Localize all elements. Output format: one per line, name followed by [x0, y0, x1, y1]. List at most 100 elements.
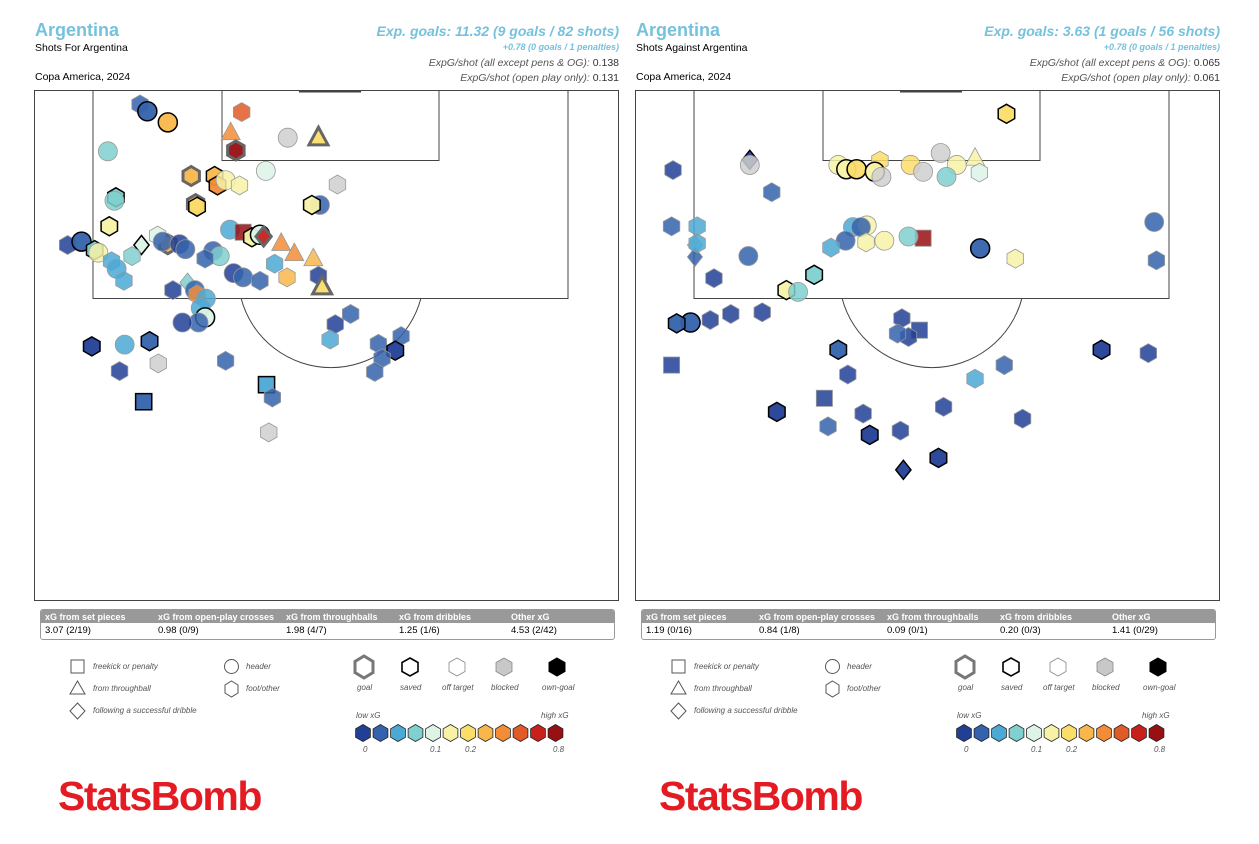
- shot-marker: [175, 239, 196, 260]
- scale-high-label: high xG: [1142, 711, 1170, 720]
- legend-label: off target: [442, 683, 474, 692]
- scale-swatch: [991, 724, 1007, 742]
- shot-marker: [152, 231, 173, 252]
- table-header: xG from set pieces: [646, 612, 727, 622]
- shot-marker: [739, 155, 760, 175]
- legend-label: foot/other: [847, 684, 881, 693]
- shot-marker: [936, 166, 957, 187]
- shot-marker: [115, 270, 133, 291]
- panel-subtitle: Shots Against Argentina: [636, 42, 748, 54]
- shot-marker: [822, 237, 840, 258]
- shot-marker: [278, 267, 296, 288]
- legend-label: blocked: [491, 683, 519, 692]
- own-goal-outcome-icon: [548, 657, 566, 677]
- scale-tick: 0: [964, 745, 969, 754]
- xg-breakdown-table: xG from set pieces xG from open-play cro…: [641, 609, 1216, 640]
- shot-marker: [662, 216, 681, 237]
- xg-breakdown-values: 1.19 (0/16) 0.84 (1/8) 0.09 (0/1) 0.20 (…: [642, 623, 1215, 638]
- shot-marker: [104, 190, 125, 211]
- shot-marker: [226, 139, 246, 162]
- triangle-icon: [69, 679, 86, 695]
- shot-marker: [767, 401, 786, 423]
- statsbomb-logo: StatsBomb: [58, 773, 262, 819]
- scale-swatch: [1078, 724, 1095, 742]
- shot-map-pitch: [34, 90, 619, 601]
- shot-marker: [1139, 343, 1157, 364]
- off-target-outcome-icon: [448, 657, 466, 677]
- scale-swatch: [460, 724, 476, 742]
- scale-swatch: [1113, 724, 1130, 742]
- xg-breakdown-header: xG from set pieces xG from open-play cro…: [41, 610, 614, 623]
- shot-marker: [854, 403, 872, 424]
- table-header: xG from set pieces: [45, 612, 126, 622]
- scale-low-label: low xG: [356, 711, 381, 720]
- legend-label: from throughball: [93, 684, 151, 693]
- legend-label: freekick or penalty: [93, 662, 158, 671]
- team-name: Argentina: [636, 20, 721, 40]
- shot-marker: [888, 323, 907, 344]
- scale-swatch: [390, 724, 406, 742]
- shot-marker: [196, 248, 214, 269]
- scale-swatch: [547, 724, 564, 742]
- table-cell: 1.41 (0/29): [1112, 625, 1158, 636]
- shot-marker: [894, 459, 912, 481]
- shot-marker: [891, 420, 910, 441]
- saved-outcome-icon: [401, 657, 419, 677]
- shot-marker: [688, 233, 706, 254]
- shot-marker: [846, 158, 867, 180]
- table-header: xG from open-play crosses: [759, 612, 876, 622]
- blocked-outcome-icon: [495, 657, 513, 677]
- goal-outcome-icon: [353, 654, 375, 680]
- scale-tick: 0: [363, 745, 368, 754]
- legend-graphics: [69, 654, 566, 742]
- shot-marker: [230, 175, 249, 196]
- scale-swatch: [512, 724, 529, 742]
- shot-marker: [232, 102, 251, 123]
- shot-marker: [220, 121, 241, 141]
- shot-marker: [1013, 408, 1032, 429]
- scale-swatch: [425, 724, 441, 742]
- shot-marker: [874, 230, 895, 251]
- shot-marker: [1147, 250, 1165, 271]
- shot-marker: [705, 268, 723, 289]
- legend-label: saved: [1001, 683, 1023, 692]
- xg-breakdown-table: xG from set pieces xG from open-play cro…: [40, 609, 615, 640]
- shot-marker: [995, 355, 1013, 376]
- scale-swatch: [973, 724, 990, 742]
- shot-marker: [188, 196, 207, 218]
- shot-marker: [857, 232, 875, 253]
- xg-per-shot-all: ExpG/shot (all except pens & OG): 0.138: [428, 57, 619, 69]
- legend-label: header: [847, 662, 872, 671]
- legend-label: own-goal: [1143, 683, 1176, 692]
- shot-marker: [997, 103, 1016, 125]
- triangle-icon: [670, 679, 687, 695]
- shot-marker: [839, 364, 857, 385]
- legend-label: saved: [400, 683, 422, 692]
- shot-marker: [763, 182, 781, 203]
- shot-marker: [302, 194, 321, 216]
- legend-label: from throughball: [694, 684, 752, 693]
- shots-against-panel: Argentina Shots Against Argentina Copa A…: [635, 0, 1235, 844]
- shot-marker: [134, 392, 153, 411]
- shot-marker: [966, 368, 984, 389]
- legend-label: foot/other: [246, 684, 280, 693]
- table-header: xG from throughballs: [286, 612, 378, 622]
- shot-marker: [310, 273, 335, 296]
- shot-marker: [829, 339, 848, 361]
- blocked-outcome-icon: [1096, 657, 1114, 677]
- xg-per-shot-open: ExpG/shot (open play only): 0.061: [1061, 72, 1220, 84]
- circle-icon: [224, 659, 239, 674]
- table-header: Other xG: [1112, 612, 1151, 622]
- scale-swatch: [477, 724, 494, 742]
- own-goal-outcome-icon: [1149, 657, 1167, 677]
- shot-marker: [164, 280, 182, 301]
- shot-marker: [964, 146, 986, 166]
- shot-marker: [277, 127, 298, 148]
- legend-label: goal: [958, 683, 974, 692]
- team-name: Argentina: [35, 20, 120, 40]
- table-cell: 3.07 (2/19): [45, 625, 91, 636]
- circle-icon: [825, 659, 840, 674]
- shot-marker: [137, 101, 158, 122]
- table-cell: 0.09 (0/1): [887, 625, 928, 636]
- panel-subtitle: Shots For Argentina: [35, 42, 128, 54]
